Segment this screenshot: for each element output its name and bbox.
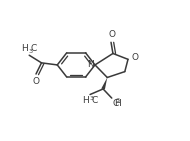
Text: 3: 3 [28, 49, 32, 54]
Text: N: N [87, 60, 94, 69]
Text: 3: 3 [89, 96, 93, 101]
Text: 3: 3 [116, 98, 120, 103]
Text: O: O [109, 30, 116, 39]
Text: O: O [32, 78, 40, 86]
Text: H: H [21, 44, 28, 53]
Text: O: O [131, 53, 138, 62]
Text: H: H [82, 96, 89, 105]
Text: C: C [31, 44, 37, 53]
Text: C: C [92, 96, 98, 105]
Text: H: H [114, 99, 121, 108]
Text: C: C [112, 100, 118, 108]
Polygon shape [101, 78, 107, 89]
